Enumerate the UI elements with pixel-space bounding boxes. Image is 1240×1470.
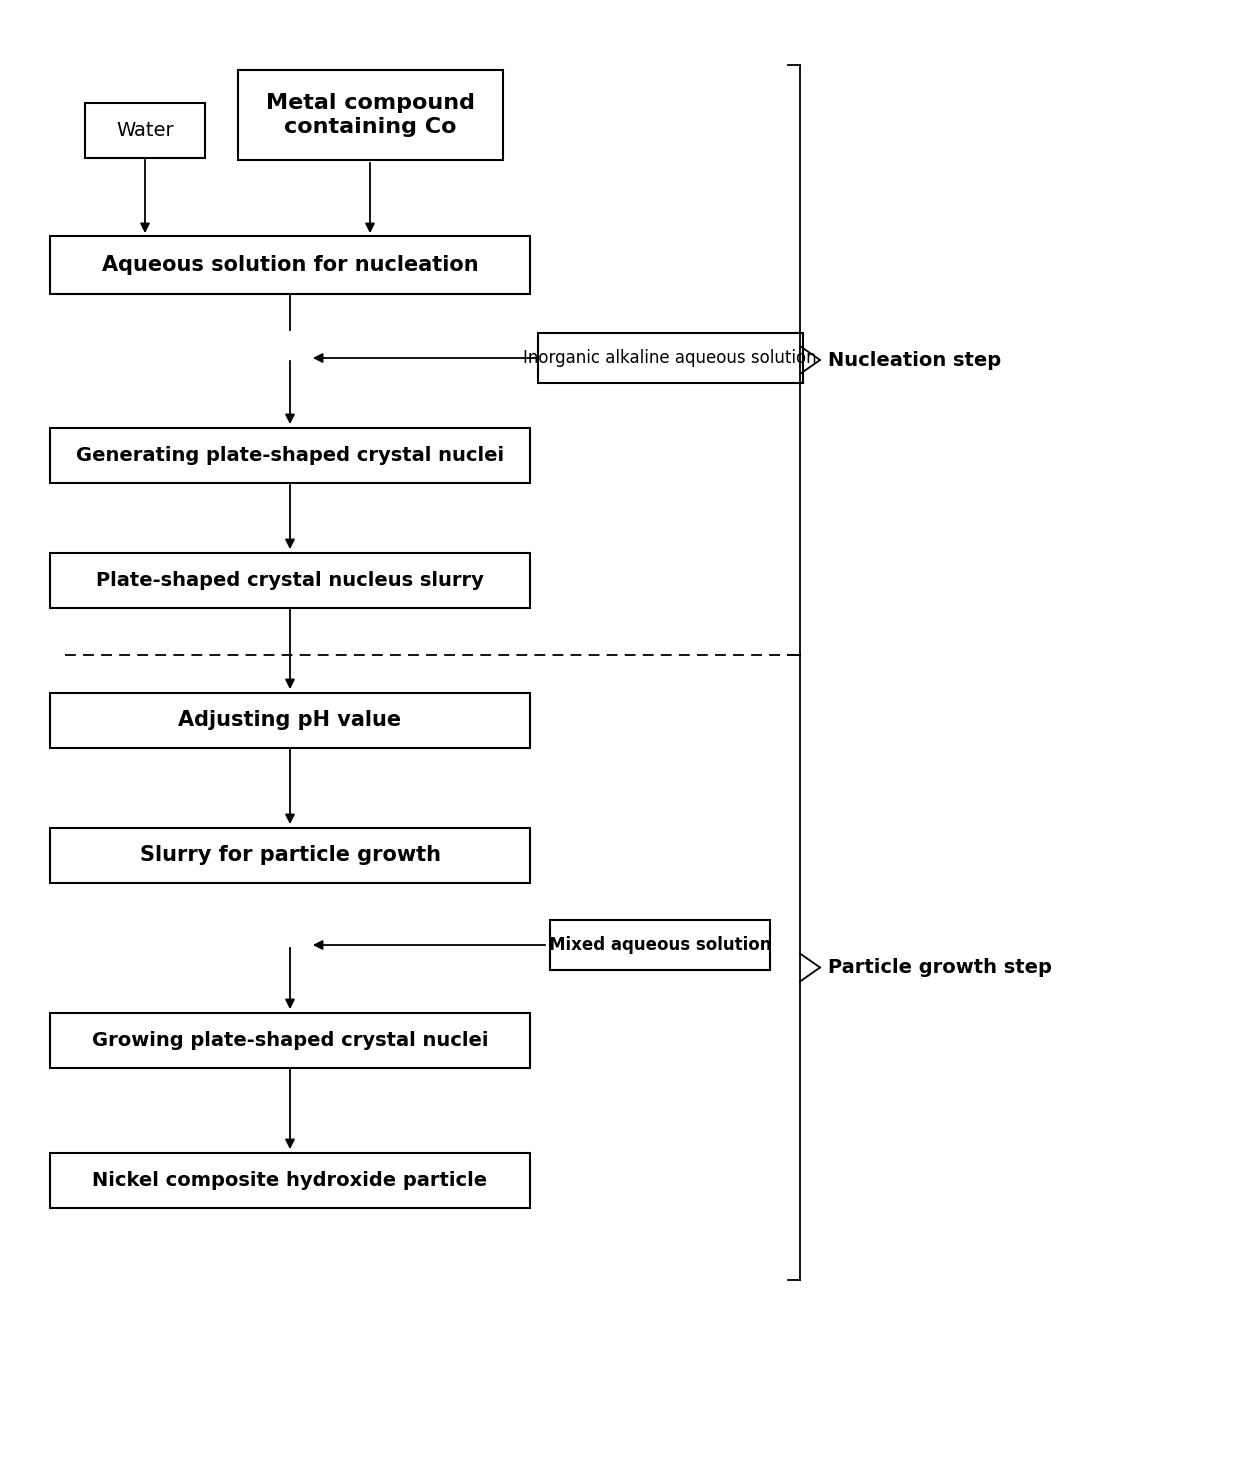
Text: Mixed aqueous solution: Mixed aqueous solution [549, 936, 771, 954]
Bar [50, 828, 529, 882]
Text: Water: Water [117, 121, 174, 140]
Text: Aqueous solution for nucleation: Aqueous solution for nucleation [102, 254, 479, 275]
Text: Generating plate-shaped crystal nuclei: Generating plate-shaped crystal nuclei [76, 445, 505, 465]
Bar [50, 553, 529, 607]
Text: Growing plate-shaped crystal nuclei: Growing plate-shaped crystal nuclei [92, 1030, 489, 1050]
Bar [50, 1013, 529, 1067]
Bar [50, 428, 529, 482]
Text: Nucleation step: Nucleation step [828, 350, 1001, 369]
Bar [551, 920, 770, 970]
Bar [537, 334, 802, 384]
Text: Adjusting pH value: Adjusting pH value [179, 710, 402, 731]
Text: Slurry for particle growth: Slurry for particle growth [139, 845, 440, 864]
Bar [50, 1152, 529, 1207]
Text: Particle growth step: Particle growth step [828, 958, 1052, 978]
Text: Inorganic alkaline aqueous solution: Inorganic alkaline aqueous solution [523, 348, 817, 368]
Bar [86, 103, 205, 157]
Text: Nickel composite hydroxide particle: Nickel composite hydroxide particle [93, 1170, 487, 1189]
Text: Plate-shaped crystal nucleus slurry: Plate-shaped crystal nucleus slurry [95, 570, 484, 589]
Bar [238, 71, 502, 160]
Bar [50, 692, 529, 748]
Text: Metal compound
containing Co: Metal compound containing Co [265, 94, 475, 137]
Bar [50, 237, 529, 294]
